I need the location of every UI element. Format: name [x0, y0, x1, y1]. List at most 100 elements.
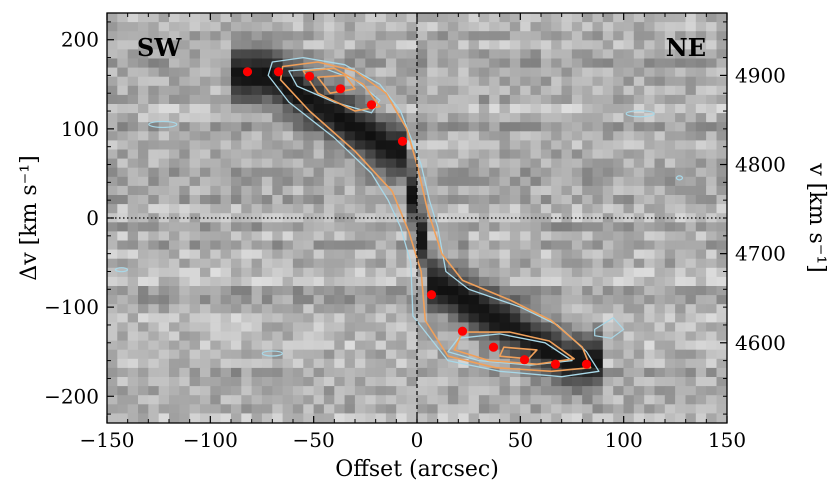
heatmap-cell	[282, 122, 294, 132]
heatmap-cell	[437, 185, 449, 196]
heatmap-cell	[468, 249, 480, 260]
heatmap-cell	[200, 67, 211, 78]
heatmap-cell	[602, 67, 614, 78]
heatmap-cell	[685, 22, 697, 32]
heatmap-cell	[509, 113, 521, 123]
heatmap-cell	[706, 22, 717, 32]
heatmap-cell	[138, 204, 149, 214]
heatmap-cell	[292, 386, 304, 396]
heatmap-cell	[458, 140, 470, 151]
heatmap-cell	[189, 85, 201, 96]
heatmap-cell	[148, 395, 160, 405]
heatmap-cell	[282, 31, 294, 41]
heatmap-cell	[582, 304, 594, 314]
heatmap-cell	[261, 58, 273, 69]
heatmap-cell	[592, 395, 604, 405]
heatmap-cell	[571, 131, 583, 141]
contour-blob	[148, 120, 178, 129]
heatmap-cell	[602, 340, 614, 351]
heatmap-cell	[633, 113, 645, 123]
heatmap-cell	[396, 331, 408, 342]
heatmap-cell	[468, 149, 480, 160]
heatmap-cell	[406, 176, 418, 187]
heatmap-cell	[375, 249, 387, 260]
heatmap-cell	[200, 276, 211, 287]
heatmap-cell	[231, 22, 242, 32]
heatmap-cell	[179, 349, 191, 360]
heatmap-cell	[685, 94, 697, 105]
heatmap-cell	[561, 85, 573, 96]
heatmap-cell	[282, 295, 294, 305]
heatmap-cell	[189, 40, 201, 50]
heatmap-cell	[695, 49, 707, 60]
heatmap-cell	[706, 85, 717, 96]
heatmap-cell	[716, 204, 727, 214]
heatmap-cell	[675, 49, 686, 60]
heatmap-cell	[571, 195, 583, 205]
heatmap-cell	[354, 76, 366, 87]
heatmap-cell	[540, 13, 552, 23]
heatmap-cell	[458, 22, 470, 32]
heatmap-cell	[416, 313, 428, 323]
heatmap-cell	[571, 231, 583, 242]
heatmap-cell	[582, 322, 594, 333]
heatmap-cell	[592, 404, 604, 414]
heatmap-cell	[685, 67, 697, 78]
heatmap-cell	[489, 231, 501, 242]
heatmap-cell	[344, 67, 356, 78]
heatmap-cell	[210, 322, 222, 333]
heatmap-cell	[272, 295, 284, 305]
heatmap-cell	[416, 349, 428, 360]
heatmap-cell	[644, 413, 656, 423]
heatmap-cell	[654, 113, 666, 123]
heatmap-cell	[138, 313, 149, 323]
heatmap-cell	[530, 22, 542, 32]
heatmap-cell	[251, 413, 263, 423]
heatmap-cell	[375, 76, 387, 87]
heatmap-cell	[334, 367, 346, 378]
heatmap-cell	[231, 176, 242, 187]
heatmap-cell	[220, 240, 232, 251]
heatmap-cell	[582, 13, 594, 23]
heatmap-cell	[726, 31, 727, 41]
heatmap-cell	[551, 167, 563, 178]
heatmap-cell	[716, 349, 727, 360]
heatmap-cell	[117, 258, 129, 269]
heatmap-cell	[344, 140, 356, 151]
heatmap-cell	[706, 13, 717, 23]
heatmap-cell	[654, 267, 666, 278]
heatmap-cell	[210, 340, 222, 351]
heatmap-cell	[489, 258, 501, 269]
heatmap-cell	[179, 258, 191, 269]
heatmap-cell	[385, 331, 397, 342]
heatmap-cell	[592, 158, 604, 169]
heatmap-cell	[633, 358, 645, 369]
heatmap-cell	[633, 349, 645, 360]
heatmap-cell	[520, 49, 532, 60]
heatmap-cell	[520, 276, 532, 287]
heatmap-cell	[354, 85, 366, 96]
heatmap-cell	[200, 49, 211, 60]
heatmap-cell	[726, 295, 727, 305]
heatmap-cell	[200, 404, 211, 414]
heatmap-cell	[261, 349, 273, 360]
heatmap-cell	[654, 249, 666, 260]
heatmap-cell	[623, 40, 635, 50]
heatmap-cell	[520, 40, 532, 50]
heatmap-cell	[179, 131, 191, 141]
heatmap-cell	[489, 286, 501, 296]
heatmap-cell	[489, 267, 501, 278]
heatmap-cell	[231, 295, 242, 305]
heatmap-cell	[478, 340, 490, 351]
heatmap-cell	[210, 304, 222, 314]
heatmap-cell	[220, 22, 232, 32]
heatmap-cell	[613, 167, 625, 178]
heatmap-cell	[272, 113, 284, 123]
heatmap-cell	[489, 176, 501, 187]
heatmap-cell	[344, 149, 356, 160]
heatmap-cell	[592, 377, 604, 387]
heatmap-cell	[706, 258, 717, 269]
heatmap-cell	[726, 386, 727, 396]
heatmap-cell	[261, 249, 273, 260]
heatmap-cell	[189, 222, 201, 232]
